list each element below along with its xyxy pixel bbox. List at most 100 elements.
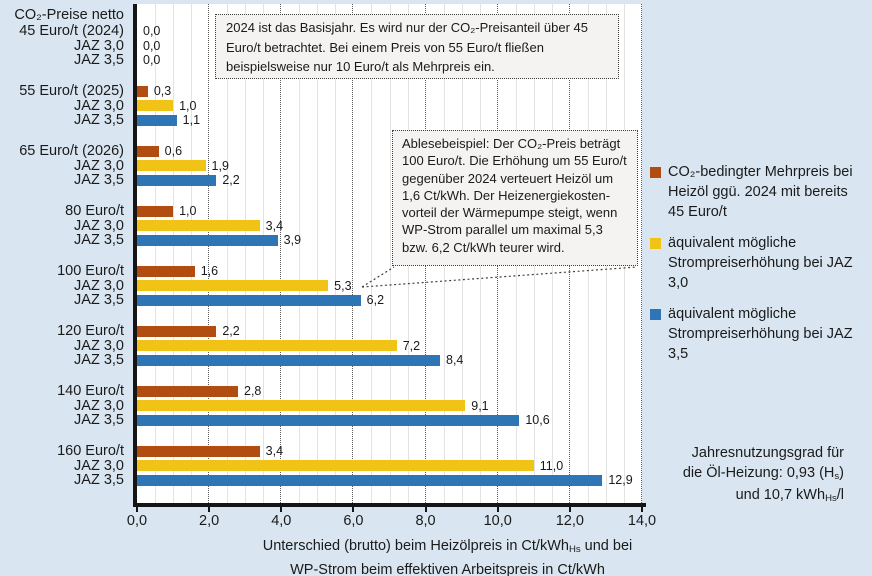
basisjahr-annotation-line: Euro/t betrachtet. Bei einem Preis von 5… [226,39,544,55]
x-axis-tick-label: 4,0 [271,513,292,529]
gridline-major [208,4,210,503]
legend-item: äquivalent mögliche Strompreiserhöhung be… [650,233,870,293]
legend-swatch-icon [650,309,661,320]
legend-item-text: äquivalent mögliche Strompreiserhöhung be… [668,233,853,293]
gridline-major [280,4,282,503]
bar-value-label: 1,1 [182,113,201,127]
bar-value-label: 1,0 [179,204,197,218]
jaz-row-label: JAZ 3,0 [74,37,124,54]
legend-item-line: Strompreiserhöhung bei JAZ [668,255,853,271]
basisjahr-annotation-line: 2024 ist das Basisjahr. Es wird nur der … [226,20,588,35]
x-axis-title-line2: WP-Strom beim effektiven Arbeitspreis in… [290,562,605,576]
bar-segment [137,340,397,351]
x-axis-tick [208,507,211,512]
x-axis-tick-label: 12,0 [555,513,584,529]
gridline-major [641,4,642,503]
ablesebeispiel-annotation-line: 1,6 Ct/kWh. Der Heizenergiekosten- [402,187,611,203]
legend-item-line: 45 Euro/t [668,204,727,220]
jaz-row-label: JAZ 3,5 [74,472,124,488]
bar-segment [137,474,603,486]
category-label: 65 Euro/t (2026) [19,143,124,159]
bar-value-label: 9,1 [471,398,489,413]
bar-segment [137,400,466,411]
bar-value-label: 3,4 [265,444,284,458]
bar-value-label: 0,6 [164,144,183,158]
legend-item-line: 3,5 [668,346,689,362]
bar-value-label: 5,3 [334,278,352,293]
x-axis-tick [496,507,499,512]
footnote-line2: die Öl-Heizung: 0,93 (Hs) [682,464,844,482]
x-axis-line [133,503,646,507]
bar-value-label: 1,6 [200,264,219,278]
basisjahr-annotation-box: 2024 ist das Basisjahr. Es wird nur der … [215,14,619,79]
bar-value-label: 10,6 [525,413,550,427]
bar-segment [137,85,148,97]
gridline-minor [245,4,247,503]
jaz-row-label: JAZ 3,5 [74,412,124,428]
bar-segment [137,160,206,171]
x-axis-title-line1: Unterschied (brutto) beim Heizölpreis in… [262,538,633,556]
gridline-minor [389,4,391,503]
bar-value-label: 0,0 [143,24,161,38]
x-axis-tick [352,507,355,512]
ablesebeispiel-annotation-box: Ablesebeispiel: Der CO₂-Preis beträgt 100… [392,130,638,266]
jaz-row-label: JAZ 3,5 [74,112,124,128]
bar-value-label: 8,4 [446,353,464,367]
x-axis-tick [568,507,571,512]
axis-group-header: CO₂-Preise netto [14,7,124,23]
x-axis-tick-label: 2,0 [199,513,220,529]
ablesebeispiel-annotation-line: WP-Strom parallel um maximal 5,3 [402,222,603,238]
category-label: 120 Euro/t [57,323,124,339]
bar-value-label: 6,2 [366,293,385,307]
bar-segment [137,234,278,246]
footnote-line3: und 10,7 kWhHs/l [735,487,844,505]
legend-item-line: CO₂-bedingter Mehrpreis bei [668,164,853,180]
gridline-minor [155,4,157,503]
legend-item: CO₂-bedingter Mehrpreis bei Heizöl ggü. 2… [650,162,870,222]
x-axis-title: Unterschied (brutto) beim Heizölpreis in… [190,536,705,576]
jaz-row-label: JAZ 3,0 [74,157,124,174]
bar-value-label: 1,0 [179,98,197,113]
legend-item-line: Heizöl ggü. 2024 mit bereits [668,184,848,200]
basisjahr-annotation-line: beispielsweise nur 10 Euro/t als Mehrpre… [226,59,495,74]
x-axis-tick [280,507,283,512]
legend-item-line: 3,0 [668,275,689,291]
bar-segment [137,205,174,217]
jaz-row-label: JAZ 3,5 [74,52,124,68]
y-axis-labels: CO₂-Preise netto 45 Euro/t (2024) JAZ 3,0 J… [0,0,130,576]
bar-value-label: 3,9 [283,233,302,247]
x-axis-tick-label: 0,0 [126,513,148,529]
ablesebeispiel-annotation-line: 100 Euro/t. Die Erhöhung um 55 Euro/t [402,153,627,169]
bar-segment [137,265,195,277]
jaz-row-label: JAZ 3,0 [74,337,124,354]
legend-swatch-icon [650,238,661,249]
footnote-line1: Jahresnutzungsgrad für [691,445,844,461]
bar-value-label: 7,2 [402,338,421,353]
gridline-major [352,4,354,503]
legend: CO₂-bedingter Mehrpreis bei Heizöl ggü. 2… [650,162,870,375]
bar-value-label: 2,2 [222,173,240,187]
bar-value-label: 0,0 [143,38,161,53]
legend-item-line: äquivalent mögliche [668,235,797,251]
legend-item-line: Strompreiserhöhung bei JAZ [668,326,853,342]
jaz-row-label: JAZ 3,0 [74,277,124,294]
hs-subscript: s [834,470,840,482]
gridline-minor [299,4,301,503]
bar-segment [137,174,217,186]
bar-value-label: 2,2 [222,324,240,338]
bar-segment [137,220,260,231]
bar-segment [137,385,238,397]
gridline-minor [263,4,265,503]
gridline-minor [173,4,175,503]
bar-segment [137,294,361,306]
bar-segment [137,460,534,471]
jahresnutzungsgrad-footnote: Jahresnutzungsgrad für die Öl-Heizung: 0… [683,444,844,509]
bar-value-label: 12,9 [608,473,633,487]
hs-subscript: Hs [568,544,581,556]
jaz-row-label: JAZ 3,0 [74,397,124,414]
x-axis-tick [424,507,427,512]
x-axis-tick-label: 10,0 [483,513,512,529]
bar-segment [137,354,440,366]
x-axis-tick-label: 6,0 [343,513,364,529]
